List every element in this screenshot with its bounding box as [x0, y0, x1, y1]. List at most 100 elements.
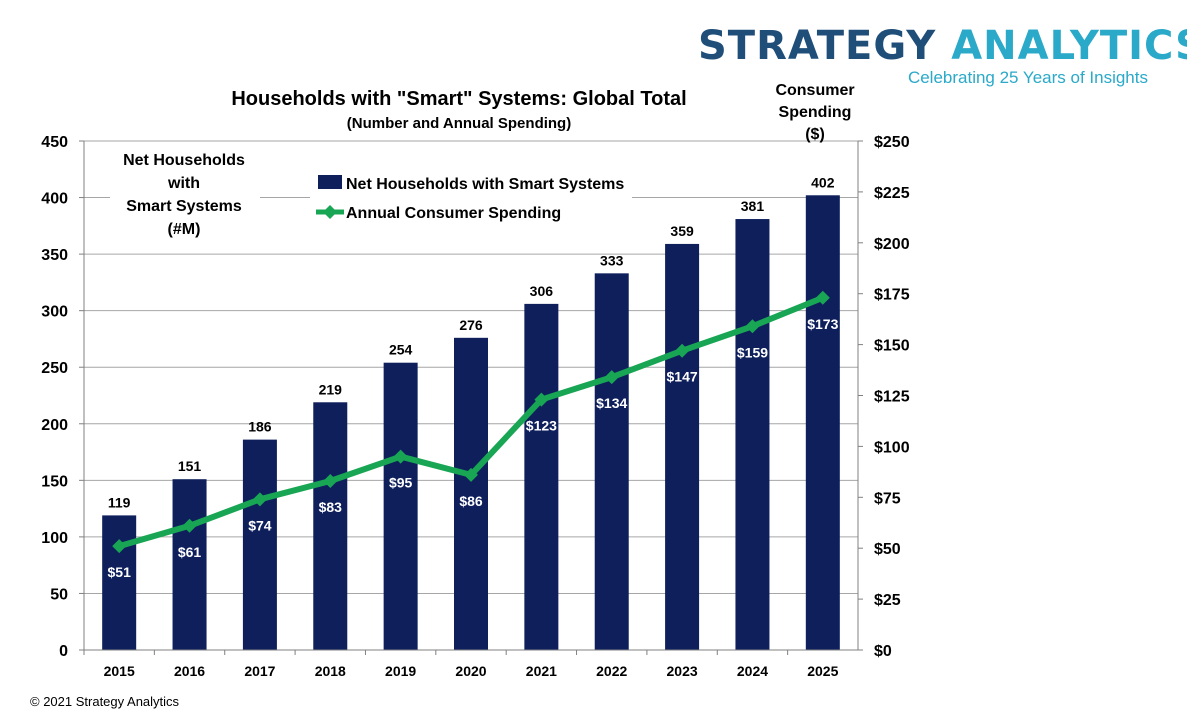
chart-subtitle: (Number and Annual Spending)	[347, 115, 571, 132]
spending-point-2018	[323, 474, 338, 489]
spending-label-2018: $83	[319, 499, 343, 515]
bar-label-2015: 119	[108, 494, 131, 510]
right-axis-title-line: Spending	[779, 104, 852, 121]
legend-line-marker	[323, 205, 337, 219]
right-axis-title-line: ($)	[805, 126, 825, 143]
left-tick-label-450: 450	[41, 134, 68, 151]
bar-2022	[594, 273, 629, 650]
bar-label-2020: 276	[459, 317, 483, 333]
bar-2023	[665, 243, 700, 651]
right-tick-label-75: $75	[874, 490, 901, 507]
x-tick-label-2024: 2024	[737, 663, 768, 679]
right-tick-label-250: $250	[874, 134, 910, 151]
spending-label-2017: $74	[248, 517, 272, 533]
bar-2020	[454, 337, 488, 650]
left-tick-label-100: 100	[41, 530, 68, 547]
bar-label-2017: 186	[248, 419, 272, 435]
x-tick-label-2022: 2022	[596, 663, 627, 679]
legend-line-label: Annual Consumer Spending	[346, 205, 561, 222]
bar-label-2023: 359	[670, 223, 694, 239]
spending-label-2024: $159	[737, 344, 768, 360]
right-tick-label-25: $25	[874, 592, 901, 609]
spending-label-2022: $134	[596, 395, 627, 411]
x-tick-label-2021: 2021	[526, 663, 557, 679]
right-tick-label-125: $125	[874, 389, 910, 406]
chart-title: Households with "Smart" Systems: Global …	[231, 88, 686, 110]
left-axis-title-line: (#M)	[168, 221, 201, 238]
copyright-text: © 2021 Strategy Analytics	[30, 694, 180, 709]
bar-label-2016: 151	[178, 458, 202, 474]
x-tick-label-2019: 2019	[385, 663, 416, 679]
spending-point-2023	[675, 343, 690, 358]
spending-label-2020: $86	[459, 493, 483, 509]
legend-bar-swatch	[318, 175, 342, 189]
bar-2018	[313, 402, 348, 650]
x-tick-label-2018: 2018	[315, 663, 346, 679]
bar-label-2019: 254	[389, 342, 413, 358]
right-tick-label-100: $100	[874, 439, 910, 456]
brand-logo: STRATEGY ANALYTICS	[698, 22, 1187, 70]
x-tick-label-2016: 2016	[174, 663, 205, 679]
x-tick-label-2017: 2017	[244, 663, 275, 679]
left-axis-title-line: Smart Systems	[126, 198, 242, 215]
spending-point-2022	[604, 370, 619, 385]
right-tick-label-0: $0	[874, 643, 892, 660]
spending-point-2024	[745, 319, 760, 334]
brand-tagline: Celebrating 25 Years of Insights	[907, 68, 1148, 87]
spending-label-2016: $61	[178, 544, 202, 560]
right-tick-label-175: $175	[874, 287, 910, 304]
right-axis-title-line: Consumer	[775, 82, 854, 99]
bar-2025	[805, 195, 840, 650]
spending-label-2023: $147	[667, 369, 698, 385]
left-axis-title-line: Net Households	[123, 152, 245, 169]
right-tick-label-200: $200	[874, 236, 910, 253]
bar-2024	[735, 219, 770, 650]
left-tick-label-0: 0	[59, 643, 68, 660]
right-tick-label-150: $150	[874, 338, 910, 355]
bar-label-2024: 381	[741, 198, 765, 214]
spending-point-2020	[464, 467, 478, 482]
right-tick-label-225: $225	[874, 185, 910, 202]
left-axis-title-line: with	[167, 175, 200, 192]
spending-label-2025: $173	[807, 316, 838, 332]
x-tick-label-2023: 2023	[667, 663, 698, 679]
spending-point-2017	[252, 492, 267, 507]
bar-label-2025: 402	[811, 174, 835, 190]
bar-label-2022: 333	[600, 252, 624, 268]
spending-point-2016	[182, 518, 197, 533]
spending-label-2019: $95	[389, 475, 413, 491]
left-tick-label-300: 300	[41, 304, 68, 321]
spending-point-2021	[534, 392, 549, 407]
spending-label-2015: $51	[108, 564, 132, 580]
left-tick-label-250: 250	[41, 360, 68, 377]
x-tick-label-2020: 2020	[455, 663, 486, 679]
bar-label-2021: 306	[530, 283, 554, 299]
brand-word-analytics: ANALYTICS	[951, 23, 1187, 69]
bar-series	[102, 195, 840, 651]
left-tick-label-150: 150	[41, 473, 68, 490]
bar-2021	[524, 303, 559, 650]
axes	[79, 140, 863, 655]
legend-bar-label: Net Households with Smart Systems	[346, 176, 624, 193]
bar-label-2018: 219	[319, 381, 343, 397]
spending-point-2025	[815, 290, 830, 305]
x-tick-label-2015: 2015	[104, 663, 135, 679]
right-tick-label-50: $50	[874, 541, 901, 558]
chart-text: Households with "Smart" Systems: Global …	[41, 82, 909, 679]
left-axis-title-bg	[110, 147, 260, 239]
bar-2015	[102, 515, 137, 650]
left-tick-label-400: 400	[41, 191, 68, 208]
left-tick-label-50: 50	[50, 586, 68, 603]
legend-bg	[310, 168, 632, 228]
brand-word-strategy: STRATEGY	[698, 23, 937, 69]
bar-2017	[242, 439, 277, 650]
x-tick-label-2025: 2025	[807, 663, 838, 679]
left-tick-label-350: 350	[41, 247, 68, 264]
line-series	[112, 290, 830, 554]
spending-point-2019	[393, 449, 408, 464]
left-tick-label-200: 200	[41, 417, 68, 434]
spending-label-2021: $123	[526, 418, 557, 434]
spending-point-2015	[112, 539, 127, 554]
bar-2016	[172, 479, 207, 650]
